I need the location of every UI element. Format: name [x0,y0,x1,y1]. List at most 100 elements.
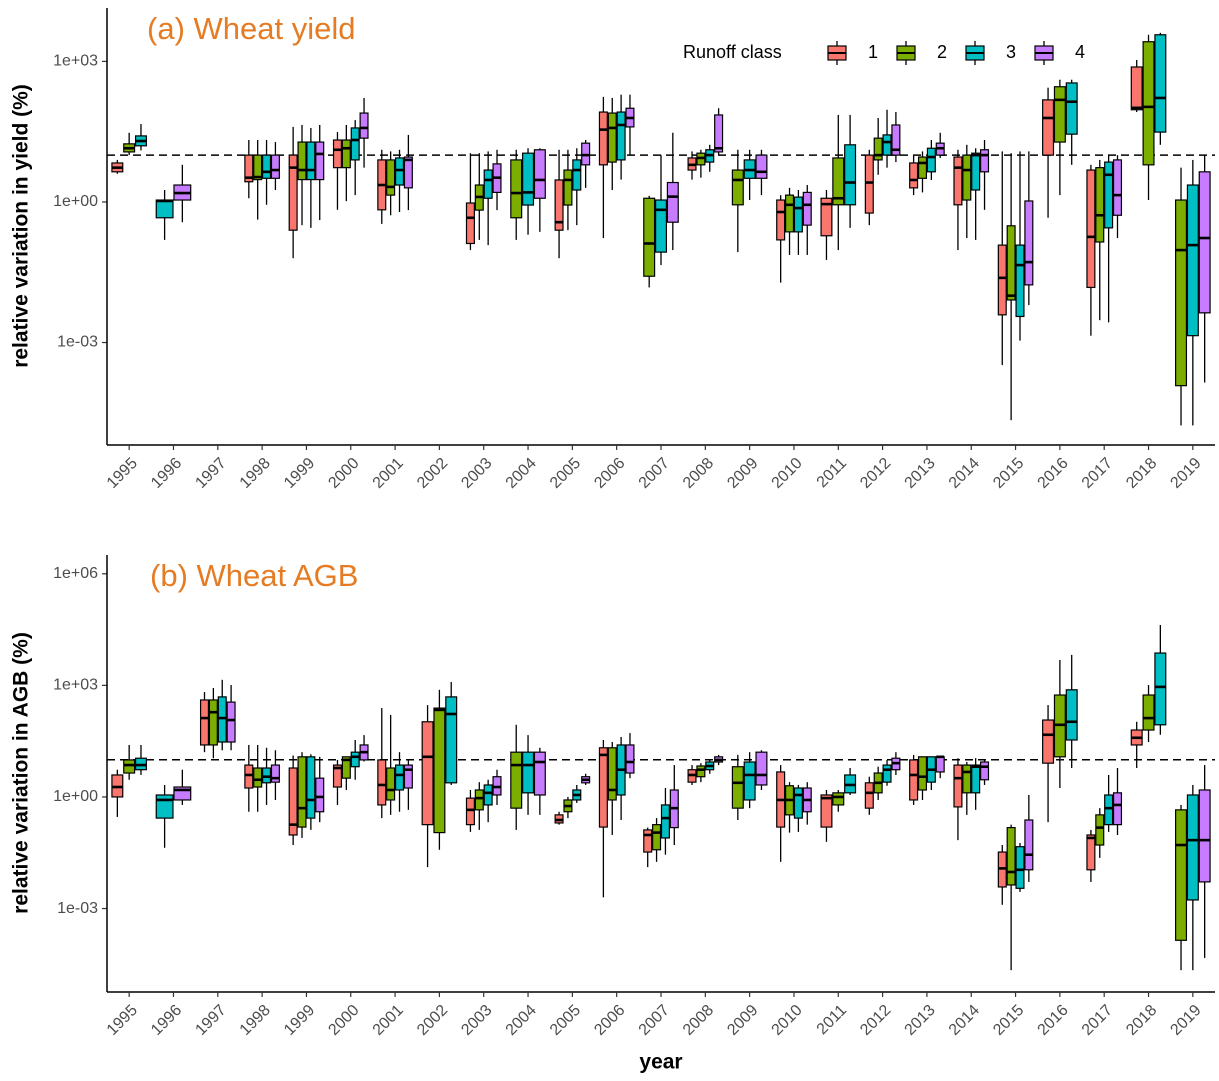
box [731,169,744,206]
x-tick-label: 2007 [636,1002,673,1039]
box [350,751,360,768]
x-tick-label: 2012 [857,455,894,492]
box [522,152,535,206]
box [962,154,972,201]
box [155,199,174,219]
box [253,154,263,181]
x-tick-label: 1996 [148,1002,185,1039]
x-tick-label: 2011 [814,455,850,491]
box [445,696,458,784]
box [403,764,413,789]
x-tick-label: 2006 [591,1002,628,1039]
x-tick-label: 2009 [724,1002,761,1039]
box [909,759,919,801]
x-tick-label: 1996 [148,455,185,492]
x-tick-label: 2009 [724,455,761,492]
box [244,154,254,183]
x-tick-label: 1999 [281,1002,318,1039]
box [1024,200,1034,286]
box [971,152,981,191]
x-tick-label: 2005 [547,1002,584,1039]
box [1024,819,1034,871]
box [332,139,342,169]
box [696,765,706,778]
box [776,199,786,241]
box [882,134,892,156]
x-tick-label: 2000 [325,1002,362,1039]
box [315,777,325,813]
x-tick-label: 1997 [192,455,229,492]
box [1175,199,1188,387]
box [917,156,928,179]
box [864,154,874,214]
x-tick-label: 2010 [769,1002,806,1039]
x-tick-label: 2001 [370,1002,407,1039]
box [971,764,981,794]
box [350,127,360,161]
box [844,144,857,206]
box [755,751,768,786]
box [1086,834,1096,871]
box [394,764,405,791]
box [1130,66,1143,111]
box [288,767,298,836]
box [563,169,573,206]
x-tick-label: 2011 [814,1002,850,1038]
box [386,159,396,196]
box [253,767,263,788]
y-axis-title: relative variation in yield (%) [10,84,33,368]
y-tick-label: 1e+00 [53,788,98,805]
box [341,139,351,169]
box [962,764,972,794]
x-tick-label: 1995 [104,1002,141,1039]
box [607,747,617,801]
box [1112,159,1123,216]
box [616,111,626,161]
x-tick-label: 2003 [458,455,495,492]
x-tick-label: 2015 [990,1002,1027,1039]
box [1104,794,1114,826]
box [909,162,919,189]
box [533,149,546,199]
box [554,179,564,231]
box [341,756,351,779]
box [572,159,582,191]
x-tick-label: 2001 [370,455,407,492]
box [377,759,387,806]
box [1104,161,1114,229]
x-tick-label: 2002 [414,1002,451,1039]
box [666,181,679,223]
box [1095,167,1105,243]
legend-label: 2 [937,42,947,62]
box [953,156,963,206]
box [1006,826,1016,886]
box [598,111,608,166]
x-tick-label: 2004 [503,455,540,492]
y-tick-label: 1e+00 [53,193,98,210]
box [1095,814,1105,846]
x-tick-label: 2017 [1079,1002,1116,1039]
box [891,124,901,156]
x-tick-label: 2007 [636,455,673,492]
box [1186,184,1199,337]
box [394,157,405,186]
box [244,764,254,789]
box [262,767,272,784]
box [882,764,892,783]
legend-title: Runoff class [683,42,782,62]
x-tick-label: 2005 [547,455,584,492]
legend-label: 4 [1075,42,1085,62]
y-axis-title: relative variation in AGB (%) [10,632,33,914]
box [306,141,316,181]
box [297,141,307,181]
x-tick-label: 1998 [237,1002,274,1039]
box [403,156,413,189]
box [873,137,883,161]
x-tick-label: 2019 [1167,455,1204,492]
box [386,767,396,801]
box [306,756,316,819]
x-tick-label: 1998 [237,455,274,492]
box [465,202,475,245]
x-tick-label: 2013 [902,1002,939,1039]
